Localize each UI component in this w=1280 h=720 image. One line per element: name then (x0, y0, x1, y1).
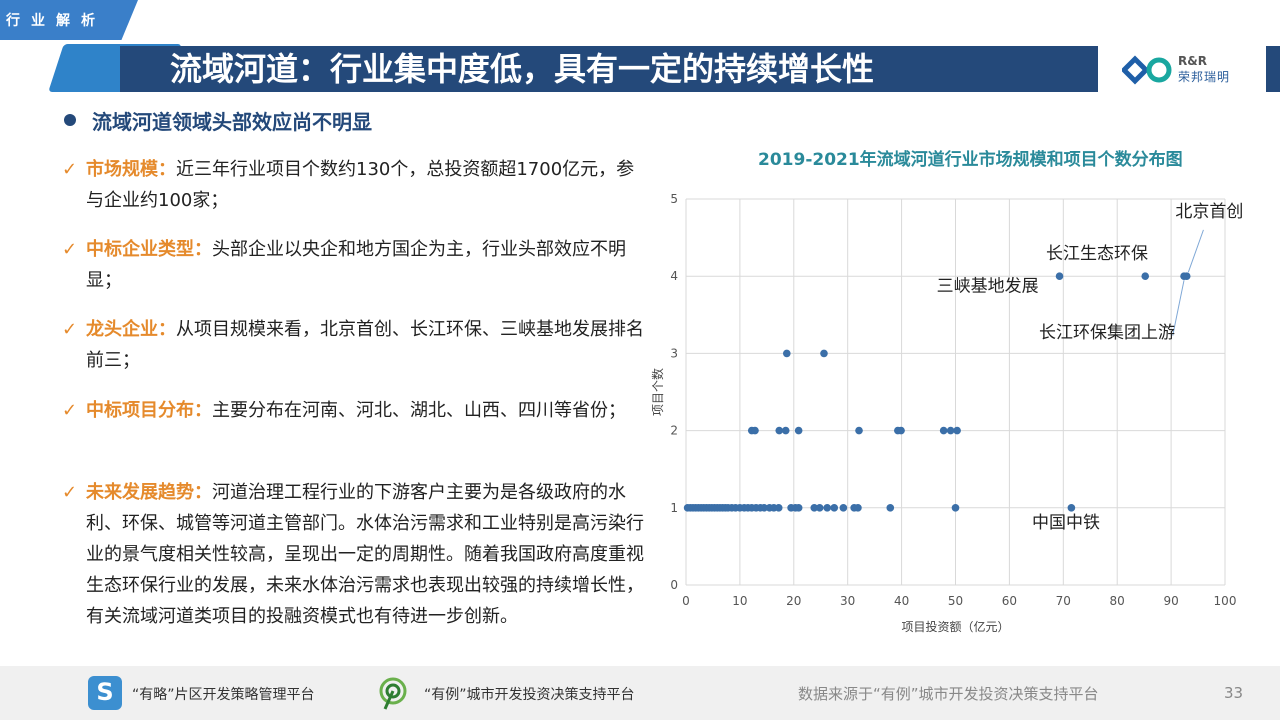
item-text: 从项目规模来看，北京首创、长江环保、三峡基地发展排名前三； (86, 319, 644, 371)
bullet-dot (64, 114, 76, 126)
data-annotation: 中国中铁 (1032, 513, 1100, 533)
data-point (855, 426, 863, 435)
data-point (854, 504, 862, 512)
data-annotation: 三峡基地发展 (937, 277, 1039, 297)
chart-title: 2019-2021年流域河道行业市场规模和项目个数分布图 (758, 150, 1183, 170)
item-label: 未来发展趋势： (86, 482, 212, 503)
company-logo: R&R 荣邦瑞明 (1122, 52, 1242, 88)
logo-name: 荣邦瑞明 (1178, 70, 1231, 84)
x-tick-label: 90 (1163, 594, 1178, 608)
list-item: ✓ 未来发展趋势：河道治理工程行业的下游客户主要为是各级政府的水利、环保、城管等… (62, 477, 647, 632)
data-point (760, 504, 768, 512)
data-point (781, 426, 790, 435)
item-label: 市场规模： (86, 159, 176, 180)
data-point (946, 426, 955, 435)
youlue-logo-icon: S (88, 676, 122, 710)
item-text: 河道治理工程行业的下游客户主要为是各级政府的水利、环保、城管等河道主管部门。水体… (86, 482, 644, 627)
x-axis-label: 项目投资额（亿元） (901, 619, 1009, 634)
page-title: 流域河道：行业集中度低，具有一定的持续增长性 (170, 50, 875, 88)
data-point (782, 349, 791, 358)
section-tag-label: 行业解析 (6, 13, 106, 29)
item-label: 龙头企业： (86, 319, 176, 340)
data-point (794, 504, 803, 512)
x-tick-label: 100 (1214, 594, 1237, 608)
data-point (810, 504, 819, 512)
check-icon: ✓ (62, 400, 78, 421)
section-heading: 流域河道领域头部效应尚不明显 (92, 110, 372, 134)
item-text: 头部企业以央企和地方国企为主，行业头部效应不明显； (86, 239, 626, 291)
data-point (775, 426, 784, 435)
data-annotation: 北京首创 (1175, 202, 1243, 222)
page-number: 33 (1224, 684, 1244, 702)
y-tick-label: 0 (670, 578, 678, 592)
x-tick-label: 60 (1002, 594, 1017, 608)
item-text: 主要分布在河南、河北、湖北、山西、四川等省份； (212, 400, 626, 421)
data-point (1141, 272, 1150, 280)
footer-bar (0, 666, 1280, 720)
data-point (897, 426, 905, 435)
list-item: ✓ 中标企业类型：头部企业以央企和地方国企为主，行业头部效应不明显； (62, 234, 647, 296)
x-tick-label: 10 (732, 594, 747, 608)
title-bar (120, 46, 1098, 92)
item-label: 中标企业类型： (86, 239, 212, 260)
data-point (951, 504, 960, 512)
item-label: 中标项目分布： (86, 400, 212, 421)
data-point (774, 504, 783, 512)
data-point (823, 504, 832, 512)
data-point (1067, 504, 1076, 512)
y-tick-label: 4 (670, 269, 678, 283)
data-point (1182, 272, 1191, 280)
x-tick-label: 80 (1110, 594, 1125, 608)
data-point (751, 426, 759, 435)
annotation-leader-line (1172, 280, 1185, 336)
y-axis-label: 项目个数 (650, 368, 665, 416)
data-point (1055, 272, 1064, 280)
footer-platform-1: “有略”片区开发策略管理平台 (132, 687, 315, 703)
data-annotation: 长江生态环保 (1046, 244, 1148, 264)
data-annotation: 长江环保集团上游 (1039, 323, 1175, 343)
y-tick-label: 5 (670, 192, 678, 206)
check-icon: ✓ (62, 239, 78, 260)
youli-logo-icon (379, 677, 407, 710)
data-point (820, 349, 828, 358)
item-text: 近三年行业项目个数约130个，总投资额超1700亿元，参与企业约100家； (86, 159, 635, 211)
rr-logo-icon (1122, 55, 1172, 85)
data-point (939, 426, 948, 435)
data-point (953, 426, 961, 435)
x-tick-label: 30 (840, 594, 855, 608)
data-point (794, 426, 803, 435)
scatter-chart: 0 10 20 30 40 50 60 70 80 90 100 0 1 2 3 4 5 项目投资额（亿元） 项目个… (650, 192, 1243, 634)
x-tick-label: 50 (948, 594, 963, 608)
x-tick-label: 20 (786, 594, 801, 608)
y-tick-label: 1 (670, 501, 678, 515)
y-tick-label: 3 (670, 346, 678, 360)
title-bar-end (1266, 46, 1280, 92)
list-item: ✓ 龙头企业：从项目规模来看，北京首创、长江环保、三峡基地发展排名前三； (62, 314, 647, 376)
check-icon: ✓ (62, 159, 78, 180)
list-item: ✓ 中标项目分布：主要分布在河南、河北、湖北、山西、四川等省份； (62, 395, 647, 426)
data-source-note: 数据来源于“有例”城市开发投资决策支持平台 (798, 685, 1099, 703)
list-item: ✓ 市场规模：近三年行业项目个数约130个，总投资额超1700亿元，参与企业约1… (62, 154, 647, 216)
annotation-leader-line (1187, 229, 1204, 273)
check-icon: ✓ (62, 482, 78, 503)
x-tick-label: 40 (894, 594, 909, 608)
data-point (815, 504, 824, 512)
footer-platform-2: “有例”城市开发投资决策支持平台 (424, 687, 635, 703)
x-tick-label: 70 (1056, 594, 1071, 608)
logo-abbr: R&R (1178, 54, 1207, 68)
y-tick-label: 2 (670, 424, 678, 438)
section-tag (0, 0, 138, 40)
data-point (839, 504, 848, 512)
check-icon: ✓ (62, 319, 78, 340)
x-tick-label: 0 (682, 594, 690, 608)
data-point (886, 504, 895, 512)
data-point (830, 504, 839, 512)
